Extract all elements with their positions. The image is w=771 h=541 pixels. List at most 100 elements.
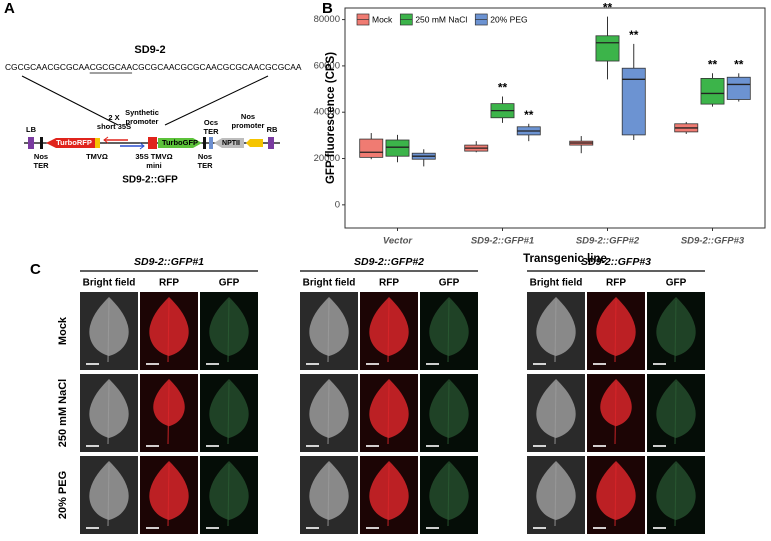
- mini-35s-box: [148, 137, 157, 149]
- leaf-image: [647, 292, 705, 370]
- synthetic-promoter-label: Synthetic promoter: [125, 108, 159, 126]
- leaf-vein: [447, 381, 450, 445]
- leaf-vein: [554, 463, 557, 527]
- ocs-ter-label: Ocs TER: [204, 118, 220, 136]
- leaf-vein: [227, 463, 230, 527]
- leaf-image: [587, 456, 645, 534]
- leaf-image: [200, 374, 258, 452]
- leaf-image: [647, 456, 705, 534]
- leaf-vein: [167, 381, 170, 445]
- leaf-image: [300, 456, 358, 534]
- leaf-image: [80, 374, 138, 452]
- legend-label: Mock: [372, 14, 393, 24]
- box: [621, 67, 646, 136]
- column-header: RFP: [606, 278, 626, 289]
- mini-35s-label: 35S TMVΩ mini: [135, 152, 172, 170]
- nos-ter-label: Nos TER: [34, 152, 50, 170]
- panel-label: C: [30, 261, 41, 278]
- y-axis-title: GFP fluorescence (CPS): [325, 52, 337, 184]
- leaf-image: [140, 374, 198, 452]
- leaf-vein: [447, 463, 450, 527]
- nptii-arrow: [214, 138, 244, 148]
- panel-label: A: [4, 0, 15, 17]
- group-title: SD9-2::GFP#3: [581, 256, 651, 268]
- leaf-image: [587, 374, 645, 452]
- leaf-image: [140, 456, 198, 534]
- lb-label: LB: [26, 125, 37, 134]
- column-header: RFP: [159, 278, 179, 289]
- leaf-image: [527, 456, 585, 534]
- leaf-image: [527, 292, 585, 370]
- construct-name: SD9-2: [134, 44, 165, 56]
- leaf-vein: [227, 299, 230, 363]
- leaf-vein: [327, 463, 330, 527]
- x-tick-label: SD9-2::GFP#2: [576, 236, 640, 247]
- plot-area: [344, 7, 766, 229]
- x-tick-label: SD9-2::GFP#1: [471, 236, 534, 247]
- column-header: Bright field: [83, 278, 136, 289]
- column-header: Bright field: [303, 278, 356, 289]
- leaf-image: [420, 374, 478, 452]
- rb-label: RB: [267, 125, 278, 134]
- y-tick-label: 20000: [314, 153, 340, 164]
- leaf-vein: [327, 381, 330, 445]
- leaf-vein: [387, 381, 390, 445]
- leaf-vein: [107, 381, 110, 445]
- leaf-vein: [167, 463, 170, 527]
- x-tick-label: Vector: [383, 236, 414, 247]
- turbogfp-arrow: [158, 138, 202, 148]
- column-header: GFP: [666, 278, 687, 289]
- nos-promoter-label: Nos promoter: [232, 112, 265, 130]
- leaf-vein: [554, 381, 557, 445]
- box: [359, 138, 384, 158]
- gene-label: NPTII: [222, 140, 240, 147]
- leaf-vein: [387, 463, 390, 527]
- nos-ter-label: Nos TER: [198, 152, 214, 170]
- leaf-vein: [167, 299, 170, 363]
- gene-label: TurboRFP: [56, 138, 92, 147]
- leaf-image: [527, 374, 585, 452]
- promoter-arrow: [139, 142, 145, 150]
- leaf-vein: [447, 299, 450, 363]
- y-tick-label: 40000: [314, 107, 340, 118]
- row-label: 250 mM NaCl: [57, 379, 69, 447]
- column-header: GFP: [439, 278, 460, 289]
- significance: **: [629, 28, 639, 42]
- leaf-vein: [554, 299, 557, 363]
- terminator: [40, 137, 43, 149]
- leaf-vein: [227, 381, 230, 445]
- box: [726, 76, 751, 100]
- leaf-image: [420, 456, 478, 534]
- sequence: CGCGCAA: [90, 62, 133, 72]
- panel-a: A SD9-2 TurboRFP TurboGFP NPTII LB Nos TE…: [4, 0, 302, 186]
- significance: **: [498, 81, 508, 95]
- x-tick-label: SD9-2::GFP#3: [681, 236, 745, 247]
- significance: **: [734, 57, 744, 71]
- leaf-vein: [387, 299, 390, 363]
- leaf-vein: [614, 381, 617, 445]
- leaf-image: [360, 456, 418, 534]
- leaf-image: [420, 292, 478, 370]
- tmv-box: [95, 138, 100, 148]
- significance: **: [603, 1, 613, 15]
- leaf-image: [300, 292, 358, 370]
- column-header: GFP: [219, 278, 240, 289]
- promoter-arrow: [103, 136, 109, 144]
- terminator: [203, 137, 206, 149]
- sequence: CGCGCAACGCGCAA: [5, 62, 90, 72]
- panel-label: B: [322, 0, 333, 17]
- zoom-line: [164, 75, 269, 126]
- leaf-vein: [614, 463, 617, 527]
- leaf-vein: [674, 463, 677, 527]
- y-tick-label: 0: [335, 199, 340, 210]
- leaf-image: [360, 292, 418, 370]
- significance: **: [708, 57, 718, 71]
- panel-b: B 0 20000 40000 60000 80000 GFP fluorescence (…: [314, 0, 766, 265]
- y-tick-label: 60000: [314, 60, 340, 71]
- leaf-image: [200, 292, 258, 370]
- box: [385, 139, 410, 157]
- leaf-vein: [107, 299, 110, 363]
